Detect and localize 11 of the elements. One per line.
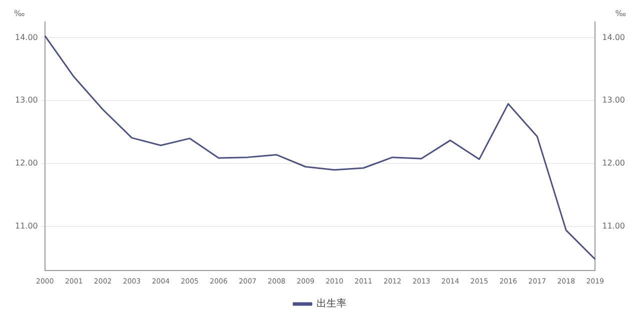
y-tick-label: 13.00 — [14, 96, 38, 105]
y2-tick-label: 12.00 — [602, 158, 626, 168]
y2-tick-label: 14.00 — [602, 32, 626, 42]
y-tick-label: 14.00 — [14, 32, 38, 42]
y2-tick-label: 13.00 — [602, 96, 626, 105]
y2-tick-label: 11.00 — [602, 222, 626, 231]
y-axis-title: ‰ — [14, 9, 25, 18]
y2-axis-title: ‰ — [615, 9, 626, 18]
legend-label: 出生率 — [316, 298, 346, 310]
y-tick-label: 11.00 — [14, 222, 38, 231]
y-tick-label: 12.00 — [14, 158, 38, 168]
